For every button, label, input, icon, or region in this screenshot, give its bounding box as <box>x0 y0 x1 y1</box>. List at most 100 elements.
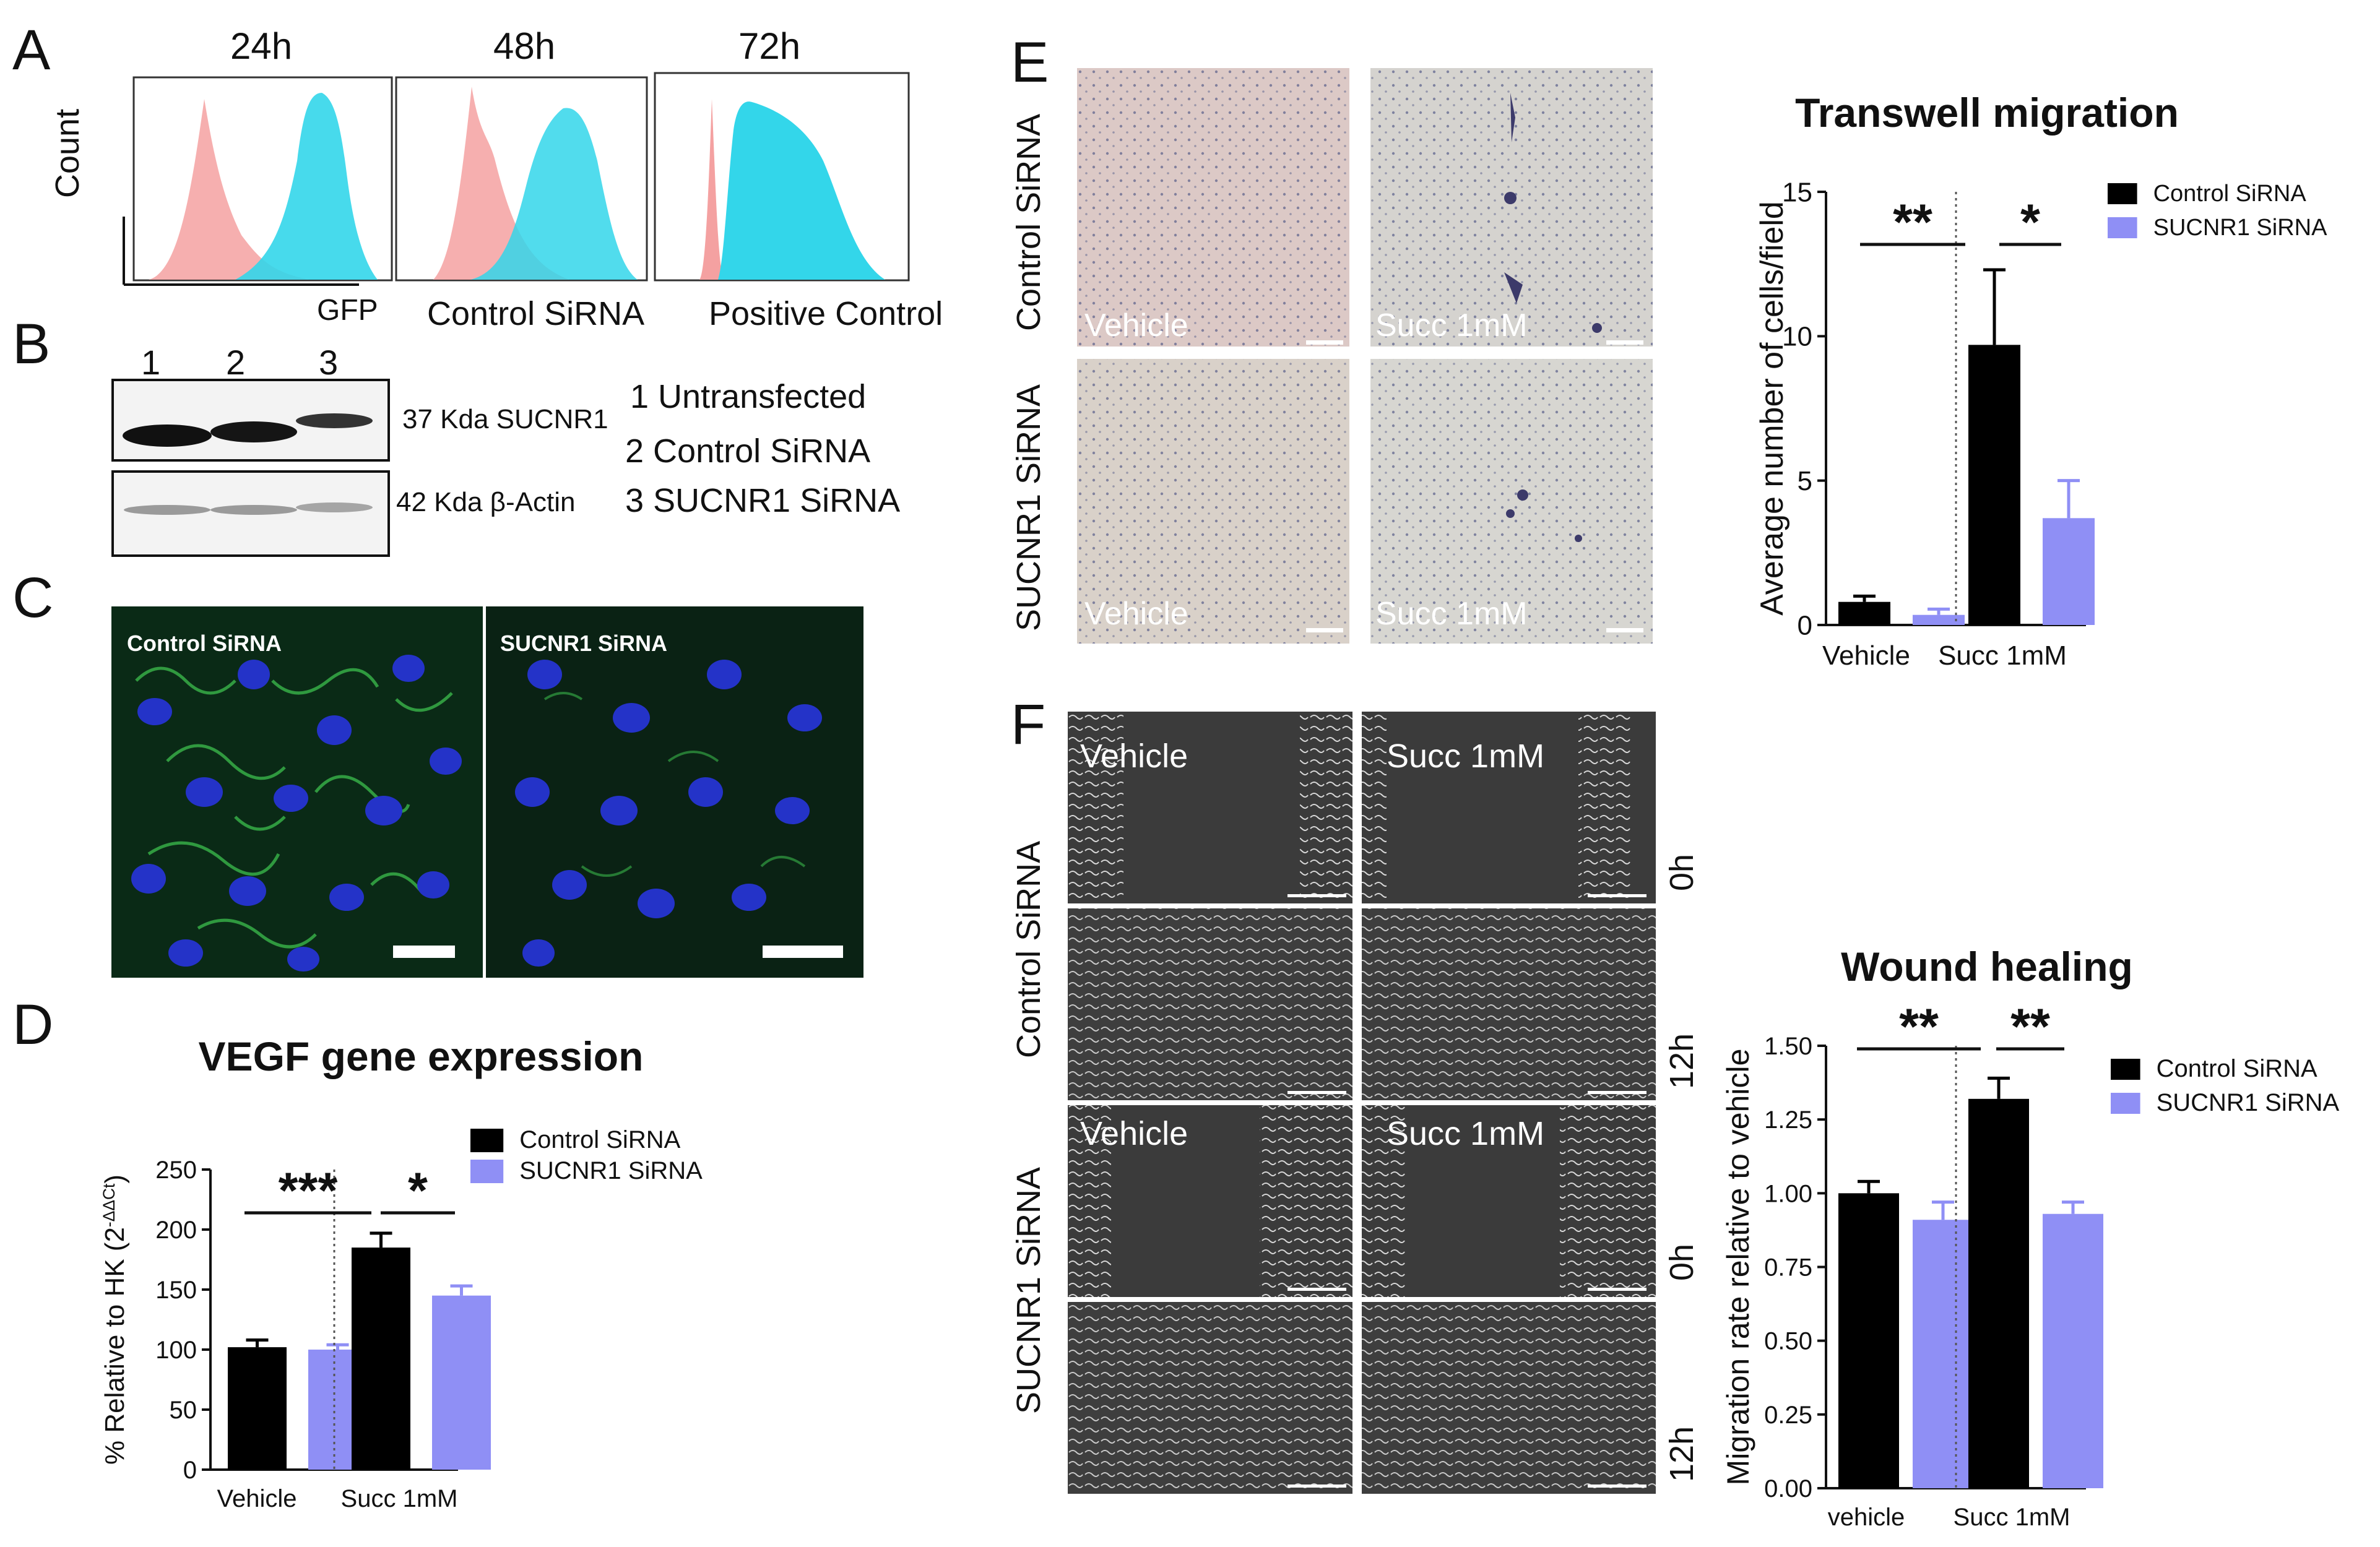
scale-bar <box>763 946 843 958</box>
panel-a-timepoint: 24h <box>230 25 293 67</box>
y-tick-label: 50 <box>170 1397 197 1424</box>
row-label: Control SiRNA <box>1010 113 1047 331</box>
tile-row-4 <box>1068 1302 1656 1494</box>
y-tick-label: 100 <box>155 1337 197 1364</box>
y-tick-label: 0 <box>183 1457 197 1484</box>
transwell-image-label: Vehicle <box>1084 308 1188 343</box>
tile-row-1 <box>1068 712 1656 903</box>
row-label: Control SiRNA <box>1010 840 1047 1058</box>
y-axis-label: Average number of cells/field <box>1754 201 1790 616</box>
bar <box>432 1295 491 1470</box>
row-label: SUCNR1 SiRNA <box>1010 384 1047 631</box>
immunofluorescence-images <box>111 606 863 978</box>
flow-histograms <box>123 72 910 286</box>
histogram-72h <box>654 72 910 282</box>
y-tick-label: 0.00 <box>1764 1475 1812 1502</box>
legend-swatch <box>470 1129 504 1152</box>
y-tick-label: 0.25 <box>1764 1402 1812 1429</box>
panel-a-xlabel: GFP <box>317 294 378 327</box>
band-label: 37 Kda SUCNR1 <box>402 404 608 434</box>
significance-stars: ** <box>1899 999 1939 1055</box>
bar <box>1838 1193 1899 1488</box>
bar <box>1913 1220 1973 1488</box>
chart-title: Transwell migration <box>1795 90 2179 136</box>
chart-title: VEGF gene expression <box>199 1033 644 1079</box>
significance-stars: * <box>2020 194 2040 251</box>
panel-letter-b: B <box>12 312 51 376</box>
x-tick-label: Succ 1mM <box>1938 640 2067 671</box>
bar <box>1913 614 1965 625</box>
lane-key-item: 1 Untransfected <box>630 378 867 415</box>
y-tick-label: 10 <box>1782 322 1812 352</box>
lane-number: 1 <box>141 343 161 382</box>
x-tick-label: Succ 1mM <box>341 1485 458 1512</box>
tile-row-3 <box>1068 1105 1656 1297</box>
y-axis-label: Migration rate relative to vehicle <box>1721 1049 1755 1486</box>
x-tick-label: Vehicle <box>217 1485 297 1512</box>
y-tick-label: 0 <box>1798 610 1812 640</box>
legend-label: Control SiRNA <box>2153 181 2307 207</box>
histogram-24h <box>132 76 393 282</box>
significance-stars: ** <box>2010 999 2050 1055</box>
panel-letter-a: A <box>12 19 51 82</box>
legend-swatch <box>2111 1093 2140 1114</box>
y-tick-label: 1.25 <box>1764 1106 1812 1134</box>
time-label: 12h <box>1663 1033 1700 1089</box>
x-tick-label: Vehicle <box>1822 640 1910 671</box>
x-tick-label: vehicle <box>1828 1504 1905 1531</box>
legend-swatch <box>2108 217 2137 238</box>
transwell-image-label: Succ 1mM <box>1375 308 1528 343</box>
panel-a-timepoint: 72h <box>738 25 801 67</box>
y-tick-label: 0.75 <box>1764 1254 1812 1282</box>
legend-swatch <box>2108 183 2137 204</box>
y-axis-label-close: ) <box>100 1174 130 1184</box>
legend-label-control: Control SiRNA <box>427 295 645 332</box>
x-tick-label: Succ 1mM <box>1954 1504 2071 1531</box>
legend-swatch <box>470 1160 504 1183</box>
y-tick-label: 15 <box>1782 177 1812 207</box>
y-tick-label: 0.50 <box>1764 1328 1812 1355</box>
legend-label: SUCNR1 SiRNA <box>519 1157 703 1184</box>
legend-label-positive: Positive Control <box>709 295 943 332</box>
bar <box>1838 601 1890 625</box>
time-label: 0h <box>1663 1243 1700 1281</box>
transwell-images <box>1077 68 1653 644</box>
histogram-48h <box>395 76 648 282</box>
significance-stars: *** <box>279 1163 338 1219</box>
wound-image-label: Succ 1mM <box>1387 738 1545 775</box>
lane-key-item: 2 Control SiRNA <box>625 433 871 470</box>
lane-key-item: 3 SUCNR1 SiRNA <box>625 482 901 519</box>
scale-bar <box>393 946 455 958</box>
legend-label: SUCNR1 SiRNA <box>2153 215 2327 241</box>
time-label: 12h <box>1663 1426 1700 1482</box>
significance-stars: ** <box>1893 194 1932 251</box>
wound-image-label: Vehicle <box>1080 738 1188 775</box>
y-tick-label: 150 <box>155 1277 197 1304</box>
chart-title: Wound healing <box>1841 944 2133 989</box>
y-axis-label-sup: -ΔΔCt <box>100 1183 118 1227</box>
if-image-label: SUCNR1 SiRNA <box>500 631 668 656</box>
wound-image-label: Vehicle <box>1080 1115 1188 1152</box>
panel-letter-e: E <box>1011 31 1049 94</box>
y-tick-label: 5 <box>1798 466 1812 496</box>
band-label: 42 Kda β-Actin <box>396 487 576 517</box>
row-label: SUCNR1 SiRNA <box>1010 1166 1047 1414</box>
transwell-image-label: Vehicle <box>1084 596 1188 632</box>
bar <box>352 1248 410 1470</box>
tile-row-2 <box>1068 908 1656 1100</box>
y-tick-label: 1.50 <box>1764 1033 1812 1060</box>
legend-label: Control SiRNA <box>2157 1055 2317 1082</box>
bar <box>1968 1098 2029 1488</box>
bar <box>2043 518 2095 625</box>
transwell-image-label: Succ 1mM <box>1375 596 1528 632</box>
chart-vegf-expression: VEGF gene expression 0 50 100 150 200 250 % Rel… <box>100 1033 703 1512</box>
time-label: 0h <box>1663 853 1700 891</box>
y-tick-label: 1.00 <box>1764 1180 1812 1207</box>
bar <box>228 1347 287 1470</box>
lane-number: 3 <box>319 343 339 382</box>
legend-label: Control SiRNA <box>519 1126 680 1153</box>
panel-a-timepoint: 48h <box>493 25 556 67</box>
y-tick-label: 250 <box>155 1157 197 1184</box>
y-axis-label: % Relative to HK (2-ΔΔCt) <box>100 1174 130 1465</box>
